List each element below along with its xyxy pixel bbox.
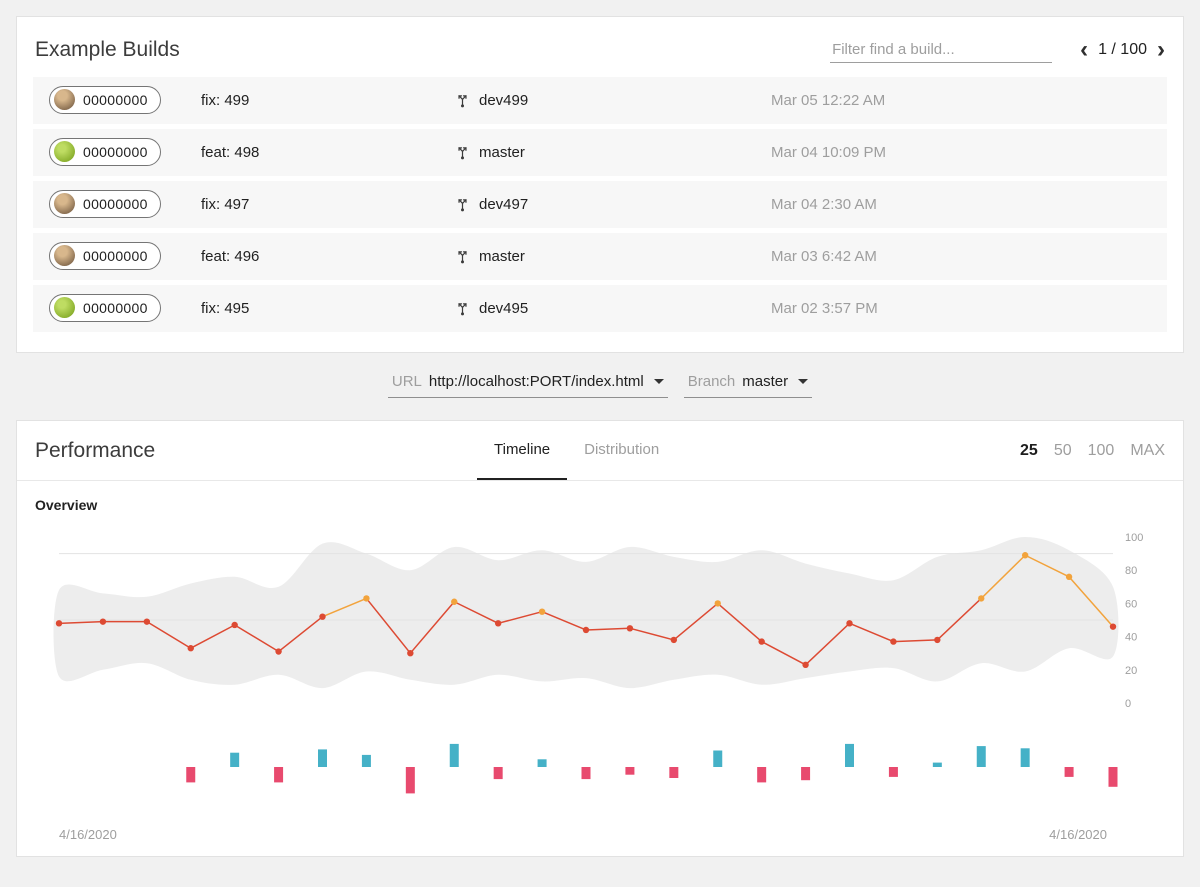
svg-text:80: 80 <box>1125 565 1137 577</box>
url-select-value: http://localhost:PORT/index.html <box>428 373 644 390</box>
pagination: ‹ 1 / 100 › <box>1080 38 1165 62</box>
filter-input[interactable] <box>830 37 1053 63</box>
chart-date-start: 4/16/2020 <box>59 827 117 842</box>
dropdown-caret-icon <box>798 379 809 384</box>
build-row[interactable]: 00000000 fix: 495 dev495 Mar 02 3: <box>33 285 1167 332</box>
build-row[interactable]: 00000000 feat: 496 master Mar 03 6 <box>33 233 1167 280</box>
svg-text:0: 0 <box>1125 698 1131 710</box>
chart-section-label: Overview <box>35 497 98 513</box>
build-hash: 00000000 <box>83 91 148 108</box>
branch-icon <box>458 146 467 159</box>
branch-select[interactable]: Branch master <box>683 371 813 398</box>
commit-message: fix: 495 <box>201 300 250 317</box>
commit-message: fix: 499 <box>201 92 250 109</box>
limit-25[interactable]: 25 <box>1020 441 1038 459</box>
builds-header: Example Builds ‹ 1 / 100 › <box>17 17 1183 77</box>
build-timestamp: Mar 03 6:42 AM <box>771 248 877 265</box>
branch-name: master <box>479 248 525 265</box>
build-hash: 00000000 <box>83 247 148 264</box>
limit-100[interactable]: 100 <box>1087 441 1115 459</box>
commit-message: fix: 497 <box>201 196 250 213</box>
branch-name: dev497 <box>479 196 529 213</box>
svg-text:20: 20 <box>1125 665 1137 677</box>
branch-cell: master <box>455 144 771 161</box>
chart-section: Overview 100 80 60 40 20 0 4/16/2020 4/16/202… <box>17 481 1183 856</box>
performance-header: Performance Timeline Distribution 25 50 … <box>17 421 1183 481</box>
build-hash-pill[interactable]: 00000000 <box>49 189 161 218</box>
url-select-label: URL <box>391 373 422 390</box>
url-select[interactable]: URL http://localhost:PORT/index.html <box>387 371 668 398</box>
build-row[interactable]: 00000000 fix: 499 dev499 Mar 05 12 <box>33 77 1167 124</box>
avatar-icon <box>54 297 75 319</box>
branch-icon <box>458 198 467 211</box>
branch-cell: dev495 <box>455 300 771 317</box>
branch-select-label: Branch <box>687 373 736 390</box>
branch-name: master <box>479 144 525 161</box>
branch-select-value: master <box>742 373 789 390</box>
avatar-icon <box>54 89 75 111</box>
build-hash-pill[interactable]: 00000000 <box>49 293 161 322</box>
build-hash: 00000000 <box>83 143 148 160</box>
build-hash-pill[interactable]: 00000000 <box>49 241 161 270</box>
avatar-icon <box>54 141 75 163</box>
chart-x-axis: 4/16/2020 4/16/2020 <box>35 823 1165 848</box>
build-hash-pill[interactable]: 00000000 <box>49 137 161 166</box>
build-timestamp: Mar 05 12:22 AM <box>771 92 886 109</box>
tab-timeline[interactable]: Timeline <box>477 421 568 480</box>
performance-tabs: Timeline Distribution <box>477 421 676 480</box>
svg-text:60: 60 <box>1125 598 1137 610</box>
dropdown-caret-icon <box>653 379 664 384</box>
commit-message: feat: 496 <box>201 248 260 265</box>
build-count-limits: 25 50 100 MAX <box>1020 421 1165 480</box>
build-row[interactable]: 00000000 feat: 498 master Mar 04 1 <box>33 129 1167 176</box>
build-timestamp: Mar 04 2:30 AM <box>771 196 877 213</box>
overview-chart[interactable]: 100 80 60 40 20 0 <box>35 523 1165 823</box>
avatar-icon <box>54 245 75 267</box>
example-builds-card: Example Builds ‹ 1 / 100 › 00000000 fix:… <box>16 16 1184 353</box>
branch-icon <box>458 94 467 107</box>
chart-date-end: 4/16/2020 <box>1049 827 1107 842</box>
branch-cell: master <box>455 248 771 265</box>
limit-max[interactable]: MAX <box>1130 441 1165 459</box>
branch-cell: dev499 <box>455 92 771 109</box>
pagination-count: 1 / 100 <box>1098 41 1147 58</box>
svg-text:100: 100 <box>1125 532 1143 544</box>
build-hash: 00000000 <box>83 299 148 316</box>
build-rows: 00000000 fix: 499 dev499 Mar 05 12 <box>17 77 1183 352</box>
branch-name: dev495 <box>479 300 529 317</box>
limit-50[interactable]: 50 <box>1053 441 1072 459</box>
svg-text:40: 40 <box>1125 632 1137 644</box>
branch-icon <box>458 302 467 315</box>
build-timestamp: Mar 02 3:57 PM <box>771 300 878 317</box>
branch-cell: dev497 <box>455 196 771 213</box>
build-row[interactable]: 00000000 fix: 497 dev497 Mar 04 2: <box>33 181 1167 228</box>
build-hash-pill[interactable]: 00000000 <box>49 85 161 114</box>
chevron-left-icon[interactable]: ‹ <box>1080 36 1089 63</box>
tab-distribution[interactable]: Distribution <box>584 441 660 458</box>
commit-message: feat: 498 <box>201 144 260 161</box>
builds-title: Example Builds <box>35 38 180 61</box>
performance-title: Performance <box>35 438 156 462</box>
range-band <box>53 537 1119 689</box>
performance-card: Performance Timeline Distribution 25 50 … <box>16 420 1184 857</box>
selectors-row: URL http://localhost:PORT/index.html Bra… <box>0 371 1200 398</box>
build-timestamp: Mar 04 10:09 PM <box>771 144 887 161</box>
build-hash: 00000000 <box>83 195 148 212</box>
branch-icon <box>458 250 467 263</box>
avatar-icon <box>54 193 75 215</box>
branch-name: dev499 <box>479 92 529 109</box>
chevron-right-icon[interactable]: › <box>1157 36 1165 63</box>
